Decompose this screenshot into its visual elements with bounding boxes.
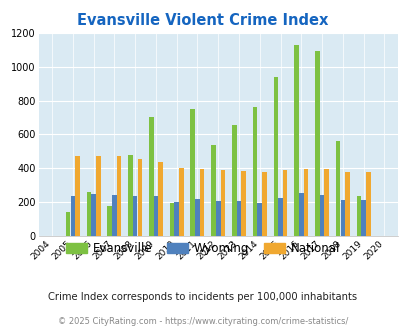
Bar bbox=[241, 171, 245, 236]
Bar bbox=[319, 195, 324, 236]
Legend: Evansville, Wyoming, National: Evansville, Wyoming, National bbox=[61, 237, 344, 260]
Bar bbox=[236, 201, 241, 236]
Bar bbox=[149, 117, 153, 236]
Bar bbox=[340, 200, 344, 236]
Bar bbox=[174, 202, 179, 236]
Bar bbox=[277, 198, 282, 236]
Bar bbox=[232, 125, 236, 236]
Bar bbox=[298, 193, 303, 236]
Bar bbox=[86, 192, 91, 236]
Bar bbox=[190, 109, 194, 236]
Bar bbox=[158, 162, 162, 236]
Bar bbox=[169, 203, 174, 236]
Bar bbox=[273, 77, 277, 236]
Bar bbox=[199, 169, 204, 236]
Bar bbox=[179, 168, 183, 236]
Bar bbox=[360, 200, 365, 236]
Bar bbox=[257, 203, 261, 236]
Bar bbox=[91, 194, 96, 236]
Bar bbox=[365, 172, 370, 236]
Bar bbox=[96, 156, 100, 236]
Bar bbox=[282, 170, 287, 236]
Bar bbox=[314, 51, 319, 236]
Bar bbox=[344, 172, 349, 236]
Text: Evansville Violent Crime Index: Evansville Violent Crime Index bbox=[77, 13, 328, 27]
Bar bbox=[215, 201, 220, 236]
Bar bbox=[117, 156, 121, 236]
Bar bbox=[112, 195, 116, 236]
Bar bbox=[137, 159, 142, 236]
Bar bbox=[75, 156, 80, 236]
Bar bbox=[356, 196, 360, 236]
Bar bbox=[252, 108, 257, 236]
Bar bbox=[132, 196, 137, 236]
Bar bbox=[220, 170, 225, 236]
Bar bbox=[70, 196, 75, 236]
Bar bbox=[107, 206, 112, 236]
Bar bbox=[153, 196, 158, 236]
Bar bbox=[335, 141, 340, 236]
Bar bbox=[66, 212, 70, 236]
Text: Crime Index corresponds to incidents per 100,000 inhabitants: Crime Index corresponds to incidents per… bbox=[48, 292, 357, 302]
Bar bbox=[303, 169, 307, 236]
Bar bbox=[324, 169, 328, 236]
Bar bbox=[294, 45, 298, 236]
Text: © 2025 CityRating.com - https://www.cityrating.com/crime-statistics/: © 2025 CityRating.com - https://www.city… bbox=[58, 317, 347, 326]
Bar bbox=[128, 155, 132, 236]
Bar bbox=[211, 146, 215, 236]
Bar bbox=[195, 199, 199, 236]
Bar bbox=[262, 172, 266, 236]
